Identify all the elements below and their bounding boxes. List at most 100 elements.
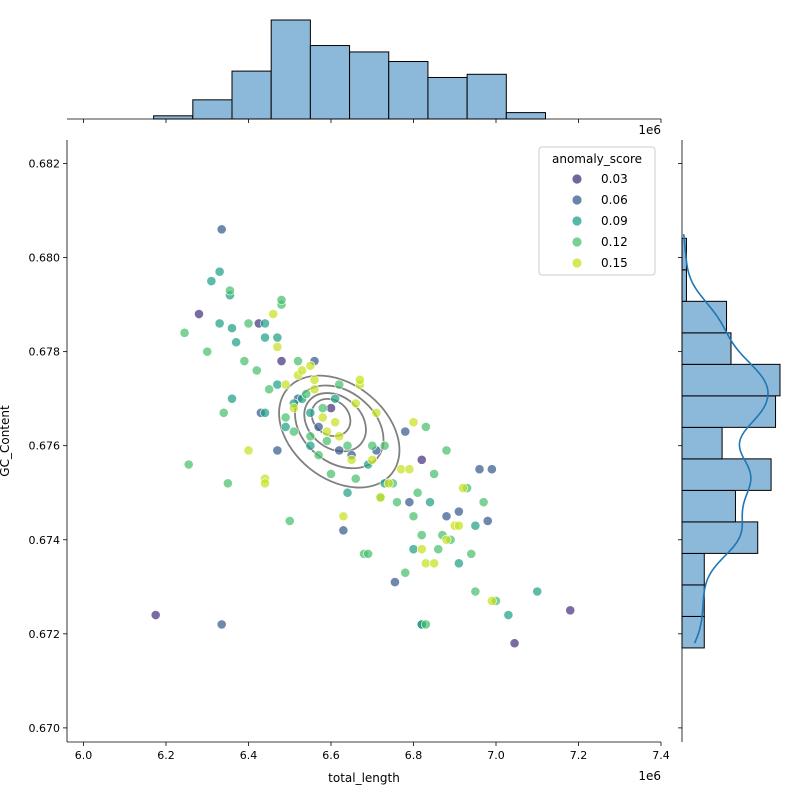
scatter-point [305, 431, 316, 442]
scatter-point [470, 586, 481, 597]
scatter-point [392, 497, 402, 508]
scatter-point [280, 379, 291, 390]
y-tick-label: 0.670 [29, 722, 61, 735]
scatter-point [375, 492, 386, 503]
x-tick-label: 6.2 [157, 749, 175, 762]
legend-marker [572, 216, 582, 226]
scatter-point [441, 534, 452, 545]
scatter-point [334, 445, 345, 456]
scatter-point [429, 558, 440, 569]
scatter-point [412, 487, 423, 498]
scatter-point [150, 610, 161, 620]
scatter-point [420, 421, 431, 432]
right-hist-bar [681, 395, 777, 428]
scatter-point [441, 511, 452, 522]
x-offset-label: 1e6 [638, 769, 661, 783]
scatter-point [509, 638, 520, 649]
scatter-point [342, 440, 353, 451]
kde-contour-line [278, 374, 401, 489]
right-kde-curve [682, 234, 769, 644]
x-tick-label: 6.4 [240, 749, 258, 762]
scatter-point [218, 407, 229, 418]
scatter-point [429, 469, 440, 479]
scatter-point [354, 374, 365, 385]
right-hist-bar [681, 521, 759, 554]
scatter-point [350, 473, 361, 484]
scatter-point [453, 558, 464, 569]
scatter-point [334, 379, 345, 390]
scatter-point [453, 506, 464, 517]
scatter-point [408, 511, 419, 522]
right-marginal-histogram [678, 140, 781, 742]
legend-label: 0.06 [601, 193, 628, 207]
scatter-point [227, 393, 237, 404]
scatter-point [179, 327, 190, 338]
scatter-point [486, 596, 497, 606]
scatter-point [276, 356, 287, 366]
legend-label: 0.09 [601, 214, 628, 228]
scatter-point [326, 403, 336, 413]
right-hist-bar [681, 426, 723, 460]
scatter-point [330, 393, 341, 404]
scatter-point [309, 374, 320, 385]
scatter-point [408, 544, 419, 555]
scatter-point [425, 497, 435, 508]
scatter-point [478, 497, 489, 508]
scatter-point [416, 544, 427, 555]
scatter-point [216, 224, 227, 235]
scatter-point [202, 346, 213, 357]
legend-marker [572, 258, 582, 268]
legend-box [538, 146, 656, 276]
x-tick-labels: 6.0 6.2 6.4 6.6 6.8 7.0 7.2 7.4 [75, 742, 670, 762]
scatter-point [243, 445, 254, 456]
scatter-point [503, 610, 514, 620]
scatter-point [305, 407, 316, 418]
top-hist-bar [153, 115, 194, 120]
scatter-point [239, 356, 250, 366]
x-tick-label: 7.0 [487, 749, 505, 762]
x-tick-label: 7.2 [570, 749, 588, 762]
scatter-point [371, 407, 382, 418]
top-hist-bar [466, 73, 507, 120]
y-tick-label: 0.680 [29, 252, 61, 265]
right-hist-bar [681, 552, 705, 586]
scatter-point [272, 332, 283, 343]
right-hist-bar [681, 363, 781, 397]
scatter-point [433, 544, 444, 555]
top-hist-bar [270, 19, 311, 120]
scatter-point [297, 365, 308, 376]
scatter-point [268, 309, 279, 319]
scatter-point [326, 469, 336, 479]
y-tick-label: 0.672 [29, 628, 61, 641]
legend-label: 0.12 [601, 235, 628, 249]
top-hist-bar [505, 112, 546, 120]
scatter-point [288, 426, 299, 437]
scatter-point [466, 548, 477, 559]
scatter-point [216, 619, 227, 630]
legend: anomaly_score 0.03 0.06 0.09 0.12 0.15 [538, 146, 656, 276]
x-tick-label: 7.4 [652, 749, 670, 762]
scatter-point [420, 558, 431, 569]
scatter-point [416, 530, 427, 540]
scatter-point [260, 407, 270, 418]
scatter-point [293, 356, 303, 366]
scatter-point [276, 295, 287, 305]
legend-title: anomaly_score [552, 152, 642, 166]
scatter-point [383, 478, 394, 489]
right-hist-bar [681, 269, 687, 302]
scatter-point [453, 520, 464, 531]
scatter-point [338, 525, 349, 536]
top-hist-bar [231, 70, 272, 120]
right-hist-bar [681, 584, 705, 617]
scatter-point [194, 309, 204, 319]
scatter-point [222, 478, 233, 489]
legend-label: 0.03 [601, 172, 628, 186]
main-axes: 6.0 6.2 6.4 6.6 6.8 7.0 7.2 7.4 0.670 0.672 0.674… [29, 140, 670, 762]
scatter-point [416, 454, 427, 465]
scatter-point [272, 445, 283, 456]
scatter-point [565, 605, 576, 616]
scatter-point [390, 577, 400, 587]
scatter-point [367, 440, 378, 451]
scatter-point [225, 285, 235, 296]
